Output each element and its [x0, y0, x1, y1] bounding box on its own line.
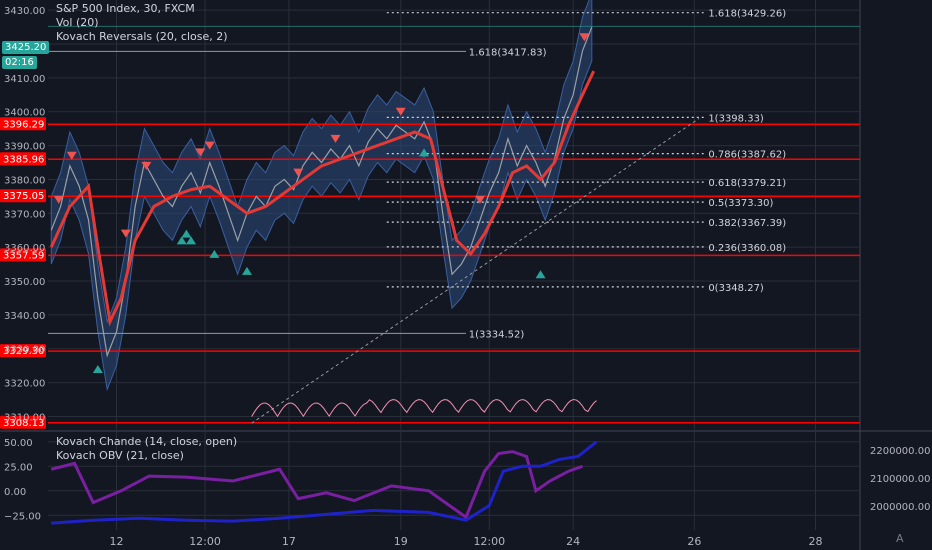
osc-right-tick-label: 2000000.00 [870, 502, 930, 513]
axes: 3430.003420.003410.003400.003390.003380.… [4, 6, 823, 548]
x-tick-label: 19 [394, 535, 408, 548]
x-tick-label: 24 [566, 535, 580, 548]
level-tag-label: 3375.05 [3, 191, 44, 202]
x-tick-label: 12:00 [473, 535, 505, 548]
bull-marker [419, 148, 430, 157]
price-badge-value: 3425.20 [5, 42, 47, 53]
osc-series-line [50, 450, 583, 520]
bull-marker [186, 236, 197, 245]
level-tag [0, 248, 46, 262]
legend-chande: Kovach Chande (14, close, open) [56, 435, 238, 448]
y-tick-label: 3430.00 [4, 6, 45, 17]
bull-marker [92, 365, 103, 374]
legend-vol: Vol (20) [56, 16, 99, 29]
fib-label: 0.786(3387.62) [708, 150, 786, 161]
bear-marker [293, 168, 304, 177]
oscillator-pane: 50.00 25.00 0.00 −25.00 2200000.00 2100000.00… [4, 438, 930, 525]
price-envelope [50, 0, 593, 392]
countdown-value: 02:16 [5, 57, 34, 68]
price-line [50, 26, 593, 358]
bear-marker [204, 141, 215, 150]
level-tag [0, 117, 46, 131]
bear-marker [66, 151, 77, 160]
osc-y-tick-label: −25.00 [4, 511, 41, 522]
fib-label: 1(3398.33) [708, 113, 764, 124]
y-tick-label: 3380.00 [4, 175, 45, 186]
y-tick-label: 3400.00 [4, 108, 45, 119]
level-tag-label: 3396.29 [3, 119, 44, 130]
fib-label: 0(3348.27) [708, 283, 764, 294]
bear-marker [141, 161, 152, 170]
y-tick-label: 3340.00 [4, 311, 45, 322]
price-series [48, 25, 860, 358]
level-tag [0, 189, 46, 203]
level-tag [0, 152, 46, 166]
fib-label: 0.5(3373.30) [708, 198, 773, 209]
y-tick-label: 3320.00 [4, 379, 45, 390]
level-tag-label: 3308.13 [3, 418, 44, 429]
x-tick-label: 26 [687, 535, 701, 548]
osc-y-tick-label: 50.00 [4, 438, 33, 449]
y-tick-label: 3350.00 [4, 277, 45, 288]
price-badge: 3425.20 [2, 41, 50, 54]
y-tick-label: 3330.00 [4, 345, 45, 356]
x-tick-label: 12 [110, 535, 124, 548]
fib-label: 1.618(3417.83) [469, 47, 547, 58]
fib-label: 1(3334.52) [469, 329, 525, 340]
fib-label: 0.618(3379.21) [708, 178, 786, 189]
volume-pane [251, 399, 597, 418]
bear-marker [395, 107, 406, 116]
osc-right-tick-label: 2200000.00 [870, 446, 930, 457]
fib-label: 0.236(3360.08) [708, 243, 786, 254]
x-tick-label: 17 [282, 535, 296, 548]
trend-line [251, 118, 700, 424]
ma-line [49, 70, 596, 327]
reversal-markers [53, 33, 590, 374]
osc-y-tick-label: 0.00 [4, 487, 26, 498]
x-tick-label: 12:00 [189, 535, 221, 548]
osc-series-line [51, 440, 598, 525]
y-tick-label: 3370.00 [4, 209, 45, 220]
bear-marker [579, 33, 590, 42]
auto-scale-button[interactable]: A [896, 532, 904, 545]
bull-marker [535, 270, 546, 279]
level-tag [0, 344, 46, 358]
bear-marker [195, 148, 206, 157]
fib-label: 1.618(3429.26) [708, 9, 786, 20]
horizontal-levels: 3396.29 3385.96 3375.05 3357.59 3329.30 3308.… [0, 117, 860, 429]
level-tag-label: 3385.96 [3, 154, 44, 165]
fib-label: 0.382(3367.39) [708, 218, 786, 229]
osc-right-tick-label: 2100000.00 [870, 474, 930, 485]
bull-marker [209, 249, 220, 258]
legend-main: S&P 500 Index, 30, FXCM Vol (20) Kovach … [56, 2, 228, 44]
bear-marker [330, 134, 341, 143]
bear-marker [474, 195, 485, 204]
legend-lower: Kovach Chande (14, close, open) Kovach O… [56, 435, 237, 463]
level-tag-label: 3357.59 [3, 250, 44, 261]
price-band [50, 0, 593, 392]
bear-marker [120, 229, 131, 238]
bull-marker [241, 266, 252, 275]
bull-marker [176, 236, 187, 245]
countdown-badge: 02:16 [2, 56, 37, 69]
level-tag-label: 3329.30 [3, 346, 44, 357]
level-tag [0, 415, 46, 429]
volume-ma-line [251, 399, 597, 418]
y-tick-label: 3390.00 [4, 142, 45, 153]
legend-symbol: S&P 500 Index, 30, FXCM [56, 2, 195, 15]
x-tick-label: 28 [809, 535, 823, 548]
legend-reversals: Kovach Reversals (20, close, 2) [56, 30, 228, 43]
osc-y-tick-label: 25.00 [4, 462, 33, 473]
y-tick-label: 3310.00 [4, 412, 45, 423]
y-tick-label: 3360.00 [4, 243, 45, 254]
bear-marker [53, 195, 64, 204]
bull-marker [181, 229, 192, 238]
y-tick-label: 3410.00 [4, 74, 45, 85]
fibonacci-levels: 1.618(3417.83) 1(3334.52) 1.618(3429.26) 1(… [48, 9, 786, 424]
legend-obv: Kovach OBV (21, close) [56, 449, 184, 462]
